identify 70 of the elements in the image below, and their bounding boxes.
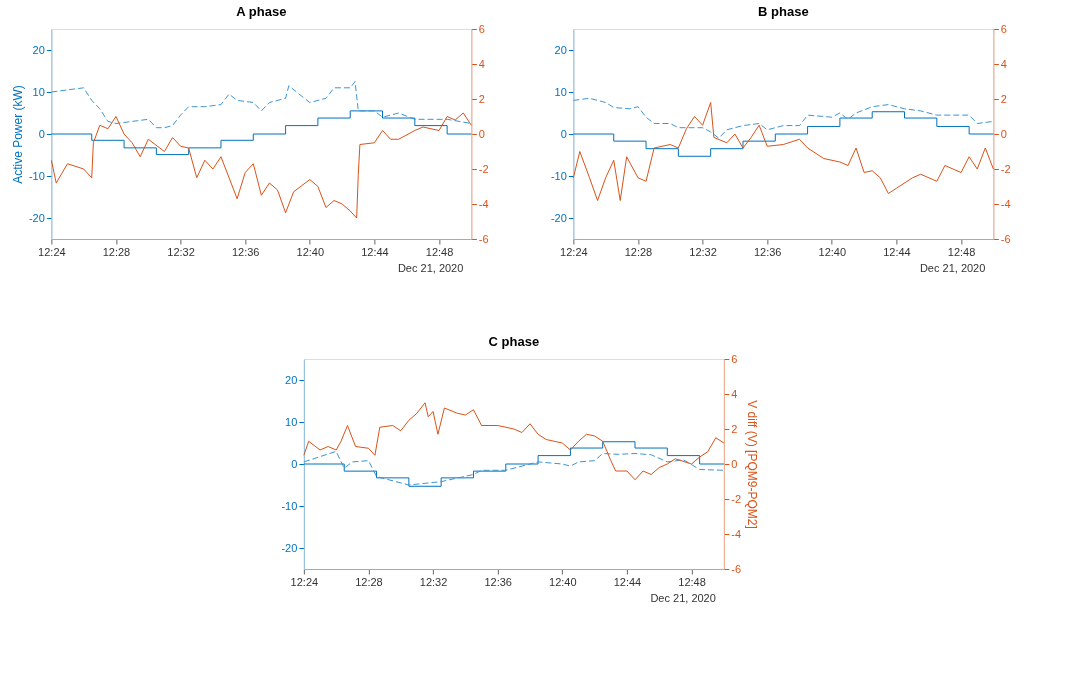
x-tick-label: 12:48 (678, 575, 706, 588)
x-tick-label: 12:28 (624, 245, 653, 258)
y-tick-label: 20 (285, 373, 298, 386)
chart-title: B phase (758, 4, 809, 19)
y2-tick-label: 4 (731, 387, 738, 400)
line-series (572, 97, 994, 139)
x-tick-label: 12:24 (290, 575, 319, 588)
y2-tick-label: -6 (478, 232, 489, 245)
x-tick-label: 12:24 (560, 245, 588, 258)
y-tick-label: -10 (550, 169, 567, 182)
y-tick-label: 20 (32, 43, 45, 56)
x-tick-label: 12:48 (425, 245, 454, 258)
y-tick-label: 10 (32, 85, 45, 98)
line-series (50, 112, 472, 219)
y2-tick-label: 2 (731, 422, 738, 435)
x-tick-label: 12:36 (231, 245, 260, 258)
text: Dec 21, 2020 (397, 262, 464, 274)
y-tick-label: -20 (281, 541, 298, 554)
x-tick-label: 12:40 (818, 245, 847, 258)
x-tick-label: 12:44 (613, 575, 642, 588)
line-series (303, 450, 725, 486)
y2-tick-label: 0 (731, 457, 738, 470)
line-series (303, 402, 725, 481)
y-tick-label: -10 (28, 169, 45, 182)
y2-tick-label: 6 (478, 22, 485, 35)
y2-tick-label: 4 (478, 57, 485, 70)
x-tick-label: 12:32 (419, 575, 448, 588)
x-tick-label: 12:36 (753, 245, 782, 258)
y2-tick-label: -2 (731, 492, 742, 505)
y2-tick-label: 0 (1000, 127, 1007, 140)
y2-tick-label: 4 (1000, 57, 1007, 70)
y2-tick-label: -4 (731, 527, 742, 540)
x-tick-label: 12:28 (102, 245, 131, 258)
text: Dec 21, 2020 (650, 592, 716, 604)
chart-title: C phase (488, 334, 540, 349)
x-tick-label: 12:32 (689, 245, 717, 258)
chart-title: A phase (236, 4, 287, 19)
y-tick-label: 10 (285, 415, 298, 428)
x-tick-label: 12:40 (549, 575, 577, 588)
x-tick-label: 12:40 (296, 245, 325, 258)
y2-tick-label: -6 (731, 562, 742, 575)
x-tick-label: 12:44 (361, 245, 389, 258)
y-tick-label: 0 (560, 127, 567, 140)
y2-tick-label: -2 (478, 162, 489, 175)
y2-tick-label: -4 (478, 197, 489, 210)
y2-tick-label: 2 (1000, 92, 1007, 105)
y2-tick-label: 6 (731, 352, 738, 365)
y-tick-label: -20 (550, 211, 567, 224)
y2-tick-label: -2 (1000, 162, 1011, 175)
y2-tick-label: 6 (1000, 22, 1007, 35)
y-tick-label: -20 (28, 211, 45, 224)
text: Dec 21, 2020 (919, 262, 986, 274)
y-tick-label: 0 (291, 457, 298, 470)
y-tick-label: -10 (281, 499, 298, 512)
x-tick-label: 12:36 (484, 575, 512, 588)
x-tick-label: 12:24 (38, 245, 66, 258)
y2-tick-label: 2 (478, 92, 485, 105)
y2-tick-label: 0 (478, 127, 485, 140)
y2-tick-label: -6 (1000, 232, 1011, 245)
y2-tick-label: -4 (1000, 197, 1011, 210)
x-tick-label: 12:28 (355, 575, 383, 588)
x-tick-label: 12:32 (167, 245, 195, 258)
line-series (50, 81, 472, 129)
y-tick-label: 20 (554, 43, 567, 56)
y-axis-title: Active Power (kW) (10, 85, 25, 184)
y-tick-label: 0 (38, 127, 45, 140)
x-tick-label: 12:44 (883, 245, 911, 258)
x-tick-label: 12:48 (947, 245, 976, 258)
y2-axis-title: V diff (V) [PQM9-PQM2] (745, 400, 760, 529)
y-tick-label: 10 (554, 85, 567, 98)
